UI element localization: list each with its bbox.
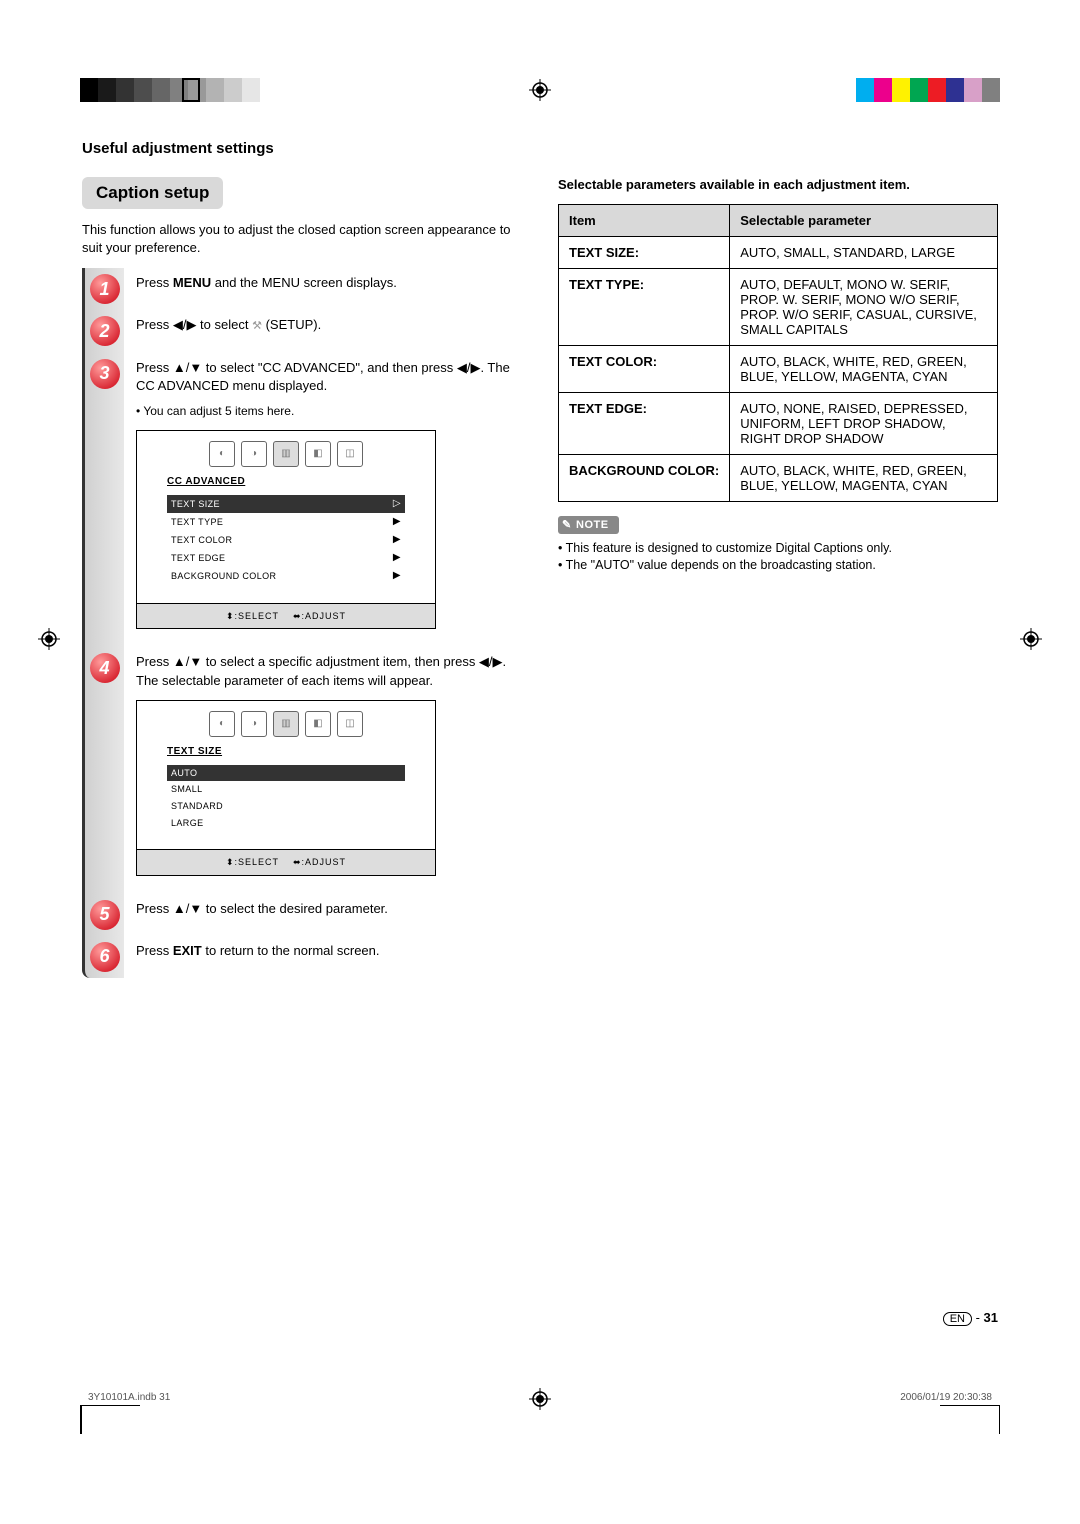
table-header: Item [559,204,730,236]
osd-tab-icon: ▥ [273,711,299,737]
note-badge: NOTE [558,516,619,534]
osd-tab-icon: ◧ [305,441,331,467]
step-5: 5 Press ▲/▼ to select the desired parame… [82,894,522,936]
caret-right-icon: ▷ [393,497,401,511]
table-row: TEXT EDGE:AUTO, NONE, RAISED, DEPRESSED,… [559,392,998,454]
caret-right-icon: ▶ [393,569,401,583]
note-item: This feature is designed to customize Di… [558,540,998,558]
table-row: TEXT SIZE:AUTO, SMALL, STANDARD, LARGE [559,236,998,268]
osd-tab-icon: ◑ [241,711,267,737]
step-1: 1 Press MENU and the MENU screen display… [82,268,522,310]
setup-icon [252,317,262,332]
note-item: The "AUTO" value depends on the broadcas… [558,557,998,575]
notes-list: This feature is designed to customize Di… [558,540,998,575]
step-3: 3 Press ▲/▼ to select "CC ADVANCED", and… [82,353,522,648]
osd-tab-icon: ▥ [273,441,299,467]
registration-target-icon [529,1388,551,1514]
step-text: Press MENU and the MENU screen displays. [124,268,522,310]
page-content: Useful adjustment settings Caption setup… [82,140,998,978]
osd-tab-icon: ◧ [305,711,331,737]
registration-target-icon [1020,628,1042,650]
section-heading: Useful adjustment settings [82,140,998,157]
crop-mark-icon [940,1405,1000,1406]
step-4: 4 Press ▲/▼ to select a specific adjustm… [82,647,522,893]
caret-right-icon: ▶ [393,533,401,547]
osd-title: CC ADVANCED [137,471,435,491]
step-number: 5 [90,900,120,930]
imposition-timestamp: 2006/01/19 20:30:38 [900,1392,992,1403]
intro-text: This function allows you to adjust the c… [82,221,522,256]
right-column: Selectable parameters available in each … [558,177,998,978]
step-text: Press EXIT to return to the normal scree… [124,936,522,978]
osd-tab-icon: ◫ [337,441,363,467]
step-6: 6 Press EXIT to return to the normal scr… [82,936,522,978]
table-row: BACKGROUND COLOR:AUTO, BLACK, WHITE, RED… [559,454,998,501]
page-number: EN - 31 [943,1310,998,1326]
table-caption: Selectable parameters available in each … [558,177,998,194]
step-number: 1 [90,274,120,304]
topic-badge: Caption setup [82,177,223,209]
osd-panel-text-size: ◐ ◑ ▥ ◧ ◫ TEXT SIZE AUTO SMALL STANDARD [136,700,436,876]
osd-footer: ⬍:SELECT ⬌:ADJUST [137,849,435,875]
step-number: 6 [90,942,120,972]
steps-list: 1 Press MENU and the MENU screen display… [82,268,522,978]
imposition-filename: 3Y10101A.indb 31 [88,1392,170,1403]
registration-target-icon [38,628,60,650]
osd-list: AUTO SMALL STANDARD LARGE [167,765,405,831]
color-swatches [856,78,1000,102]
osd-panel-cc-advanced: ◐ ◑ ▥ ◧ ◫ CC ADVANCED TEXT SIZE▷ TEXT TY… [136,430,436,630]
osd-tab-icon: ◐ [209,441,235,467]
print-registration-top [0,78,1080,102]
left-column: Caption setup This function allows you t… [82,177,522,978]
step-text: Press ◀/▶ to select (SETUP). [124,310,522,352]
step-number: 2 [90,316,120,346]
osd-tab-icon: ◐ [209,711,235,737]
osd-tab-icon: ◫ [337,711,363,737]
table-row: TEXT TYPE:AUTO, DEFAULT, MONO W. SERIF, … [559,268,998,345]
grayscale-swatches [80,78,260,102]
caret-right-icon: ▶ [393,551,401,565]
step-text: Press ▲/▼ to select a specific adjustmen… [124,647,522,893]
step-number: 4 [90,653,120,683]
table-header: Selectable parameter [730,204,998,236]
osd-list: TEXT SIZE▷ TEXT TYPE▶ TEXT COLOR▶ TEXT E… [167,495,405,585]
table-row: TEXT COLOR:AUTO, BLACK, WHITE, RED, GREE… [559,345,998,392]
parameters-table: Item Selectable parameter TEXT SIZE:AUTO… [558,204,998,502]
step-text: Press ▲/▼ to select "CC ADVANCED", and t… [124,353,522,648]
registration-target-icon [529,79,551,101]
step-text: Press ▲/▼ to select the desired paramete… [124,894,522,936]
step-2: 2 Press ◀/▶ to select (SETUP). [82,310,522,352]
caret-right-icon: ▶ [393,515,401,529]
crop-mark-icon [80,1405,140,1406]
osd-title: TEXT SIZE [137,741,435,761]
osd-tab-icon: ◑ [241,441,267,467]
step-number: 3 [90,359,120,389]
osd-footer: ⬍:SELECT ⬌:ADJUST [137,603,435,629]
